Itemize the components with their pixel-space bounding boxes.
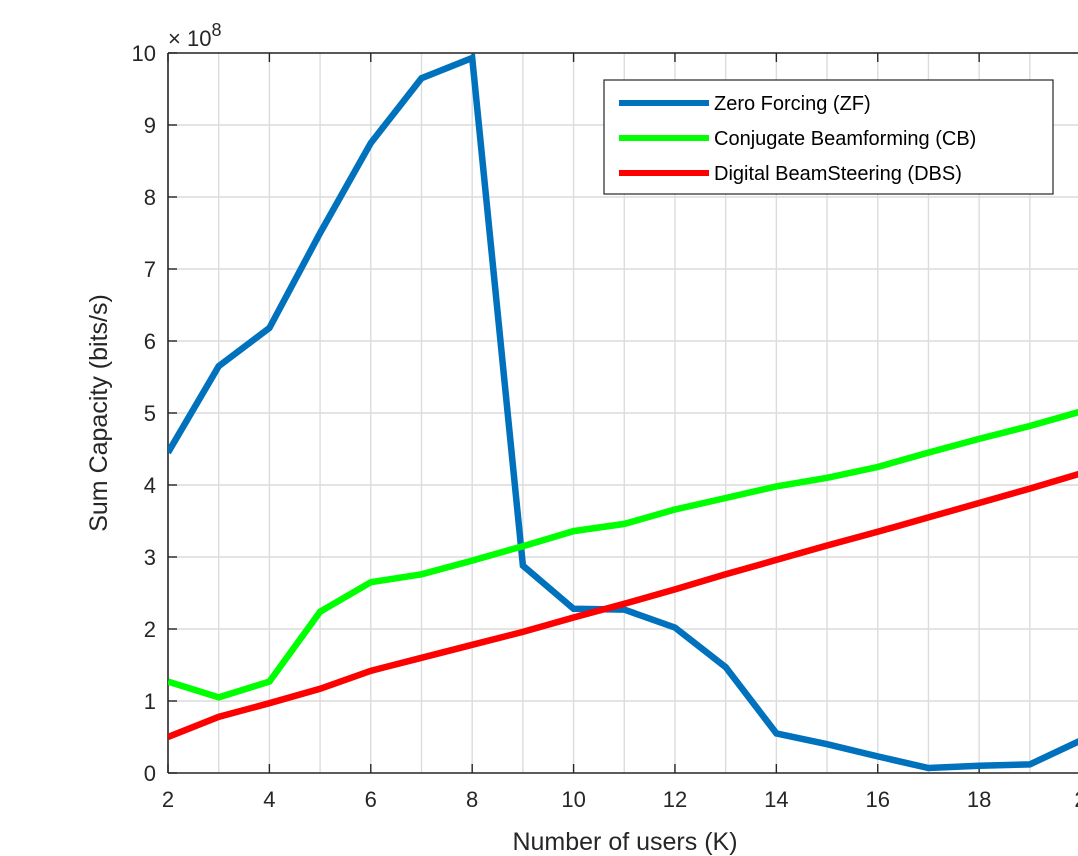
series-line-0 [168,53,1078,772]
y-tick-label: 3 [144,545,156,570]
x-tick-label: 2 [1074,787,1078,812]
x-tick-label: 6 [365,787,377,812]
x-tick-label: 12 [663,787,687,812]
y-tick-label: 1 [144,689,156,714]
series-line-2 [168,470,1078,741]
y-tick-label: 7 [144,257,156,282]
tick-labels: 246810121416182012345678910 [132,41,1078,812]
y-tick-label: 6 [144,329,156,354]
x-tick-label: 10 [561,787,585,812]
y-tick-label: 10 [132,41,156,66]
y-tick-label: 2 [144,617,156,642]
series-line-1 [168,408,1078,701]
axes [167,52,1078,774]
x-axis-label: Number of users (K) [512,828,737,856]
legend-label-zf: Zero Forcing (ZF) [714,93,871,115]
x-tick-label: 4 [263,787,275,812]
y-tick-label: 8 [144,185,156,210]
y-tick-label: 0 [144,761,156,786]
y-tick-label: 5 [144,401,156,426]
x-tick-label: 14 [764,787,788,812]
legend-label-cb: Conjugate Beamforming (CB) [714,128,976,150]
y-tick-label: 4 [144,473,156,498]
series-lines [168,53,1078,772]
legend-label-dbs: Digital BeamSteering (DBS) [714,163,962,185]
x-tick-label: 18 [967,787,991,812]
x-tick-label: 16 [866,787,890,812]
y-exponent-label: × 108 [168,20,221,51]
x-tick-label: 8 [466,787,478,812]
x-tick-label: 2 [162,787,174,812]
y-exponent-power: 8 [211,20,221,40]
y-axis-label: Sum Capacity (bits/s) [85,294,113,532]
y-tick-label: 9 [144,113,156,138]
legend: Zero Forcing (ZF) Conjugate Beamforming … [603,79,1054,195]
